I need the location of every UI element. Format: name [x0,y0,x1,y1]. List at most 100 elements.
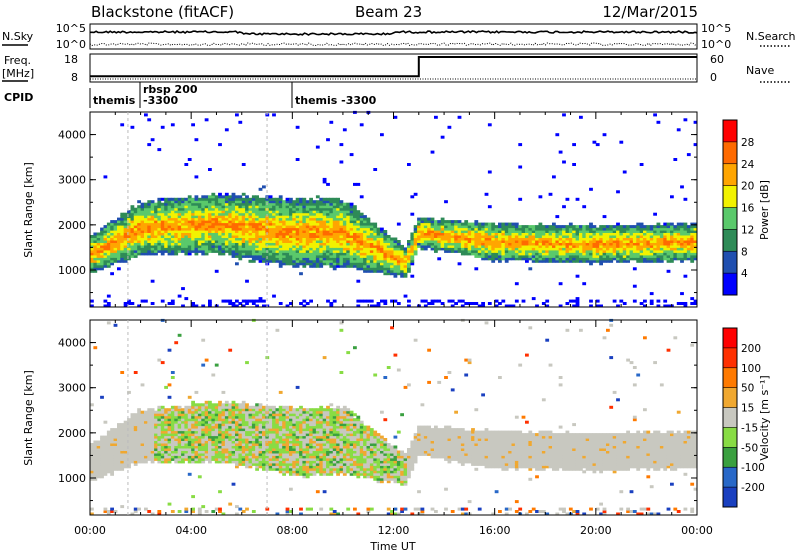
heatmap-cell [646,257,651,261]
heatmap-cell [93,450,98,454]
heatmap-cell [103,225,108,229]
heatmap-cell [123,430,128,434]
heatmap-cell [278,217,283,221]
heatmap-cell [127,299,131,303]
heatmap-cell [238,205,243,209]
heatmap-cell [224,418,229,422]
heatmap-cell [187,200,192,204]
heatmap-cell [258,435,263,439]
heatmap-cell [113,430,118,434]
heatmap-cell [154,244,158,248]
heatmap-cell [272,113,276,117]
heatmap-cell [315,230,320,233]
heatmap-cell [518,240,523,243]
heatmap-cell [224,195,229,199]
heatmap-cell [322,177,327,181]
heatmap-cell [228,227,233,231]
heatmap-cell [218,202,222,206]
heatmap-cell [211,452,216,456]
heatmap-cell [349,232,354,236]
heatmap-cell [376,252,381,256]
heatmap-cell [174,217,179,221]
heatmap-cell [191,217,195,221]
heatmap-cell [103,455,108,459]
heatmap-cell [187,197,192,201]
heatmap-cell [359,254,364,258]
heatmap-cell [656,249,661,253]
heatmap-cell [494,257,499,261]
heatmap-cell [521,257,526,261]
heatmap-cell [113,443,118,446]
power-ytick-label: 1000 [58,264,86,277]
heatmap-cell [353,215,357,219]
heatmap-cell [565,247,570,251]
heatmap-cell [170,457,175,461]
heatmap-cell [241,450,246,454]
heatmap-cell [643,247,647,251]
heatmap-cell [150,457,155,461]
heatmap-cell [214,430,219,434]
heatmap-cell [221,457,226,461]
heatmap-cell [346,202,351,206]
heatmap-cell [572,230,576,233]
heatmap-cell [167,249,172,253]
heatmap-cell [413,240,418,243]
heatmap-cell [167,217,172,221]
heatmap-cell [191,212,195,216]
heatmap-cell [285,202,290,206]
heatmap-cell [659,247,664,251]
heatmap-cell [339,242,344,246]
heatmap-cell [93,262,98,266]
heatmap-cell [680,292,684,296]
heatmap-cell [96,475,101,479]
heatmap-cell [90,477,94,481]
heatmap-cell [673,235,678,238]
heatmap-cell [137,217,141,221]
heatmap-cell [194,457,199,461]
heatmap-cell [248,438,253,441]
heatmap-cell [248,443,253,446]
heatmap-cell [235,254,239,258]
heatmap-cell [501,299,506,303]
heatmap-cell [130,438,135,441]
heatmap-cell [157,242,162,246]
heatmap-cell [656,232,661,236]
heatmap-cell [460,227,465,231]
heatmap-cell [363,242,367,246]
heatmap-cell [90,460,94,464]
heatmap-cell [693,254,698,258]
heatmap-cell [498,259,502,263]
heatmap-cell [113,510,118,513]
heatmap-cell [437,230,442,233]
heatmap-cell [282,220,286,224]
heatmap-cell [150,448,155,451]
heatmap-cell [103,507,108,511]
heatmap-cell [295,220,300,224]
heatmap-cell [680,240,684,243]
heatmap-cell [123,462,128,466]
heatmap-cell [157,413,162,417]
heatmap-cell [329,225,334,229]
heatmap-cell [265,240,270,243]
heatmap-cell [218,400,222,404]
heatmap-cell [103,247,108,251]
heatmap-cell [133,438,138,441]
heatmap-cell [164,232,168,236]
heatmap-cell [353,242,357,246]
heatmap-cell [154,202,158,206]
heatmap-cell [275,217,280,221]
heatmap-cell [137,222,141,226]
heatmap-cell [602,247,607,251]
heatmap-cell [238,408,243,412]
heatmap-cell [299,230,303,233]
heatmap-cell [289,242,293,246]
heatmap-cell [174,205,179,209]
heatmap-cell [498,232,502,236]
heatmap-cell [649,232,654,236]
heatmap-cell [120,457,125,461]
heatmap-cell [417,232,421,236]
heatmap-cell [262,445,266,449]
heatmap-cell [289,217,293,221]
heatmap-cell [245,279,249,283]
heatmap-cell [241,242,246,246]
